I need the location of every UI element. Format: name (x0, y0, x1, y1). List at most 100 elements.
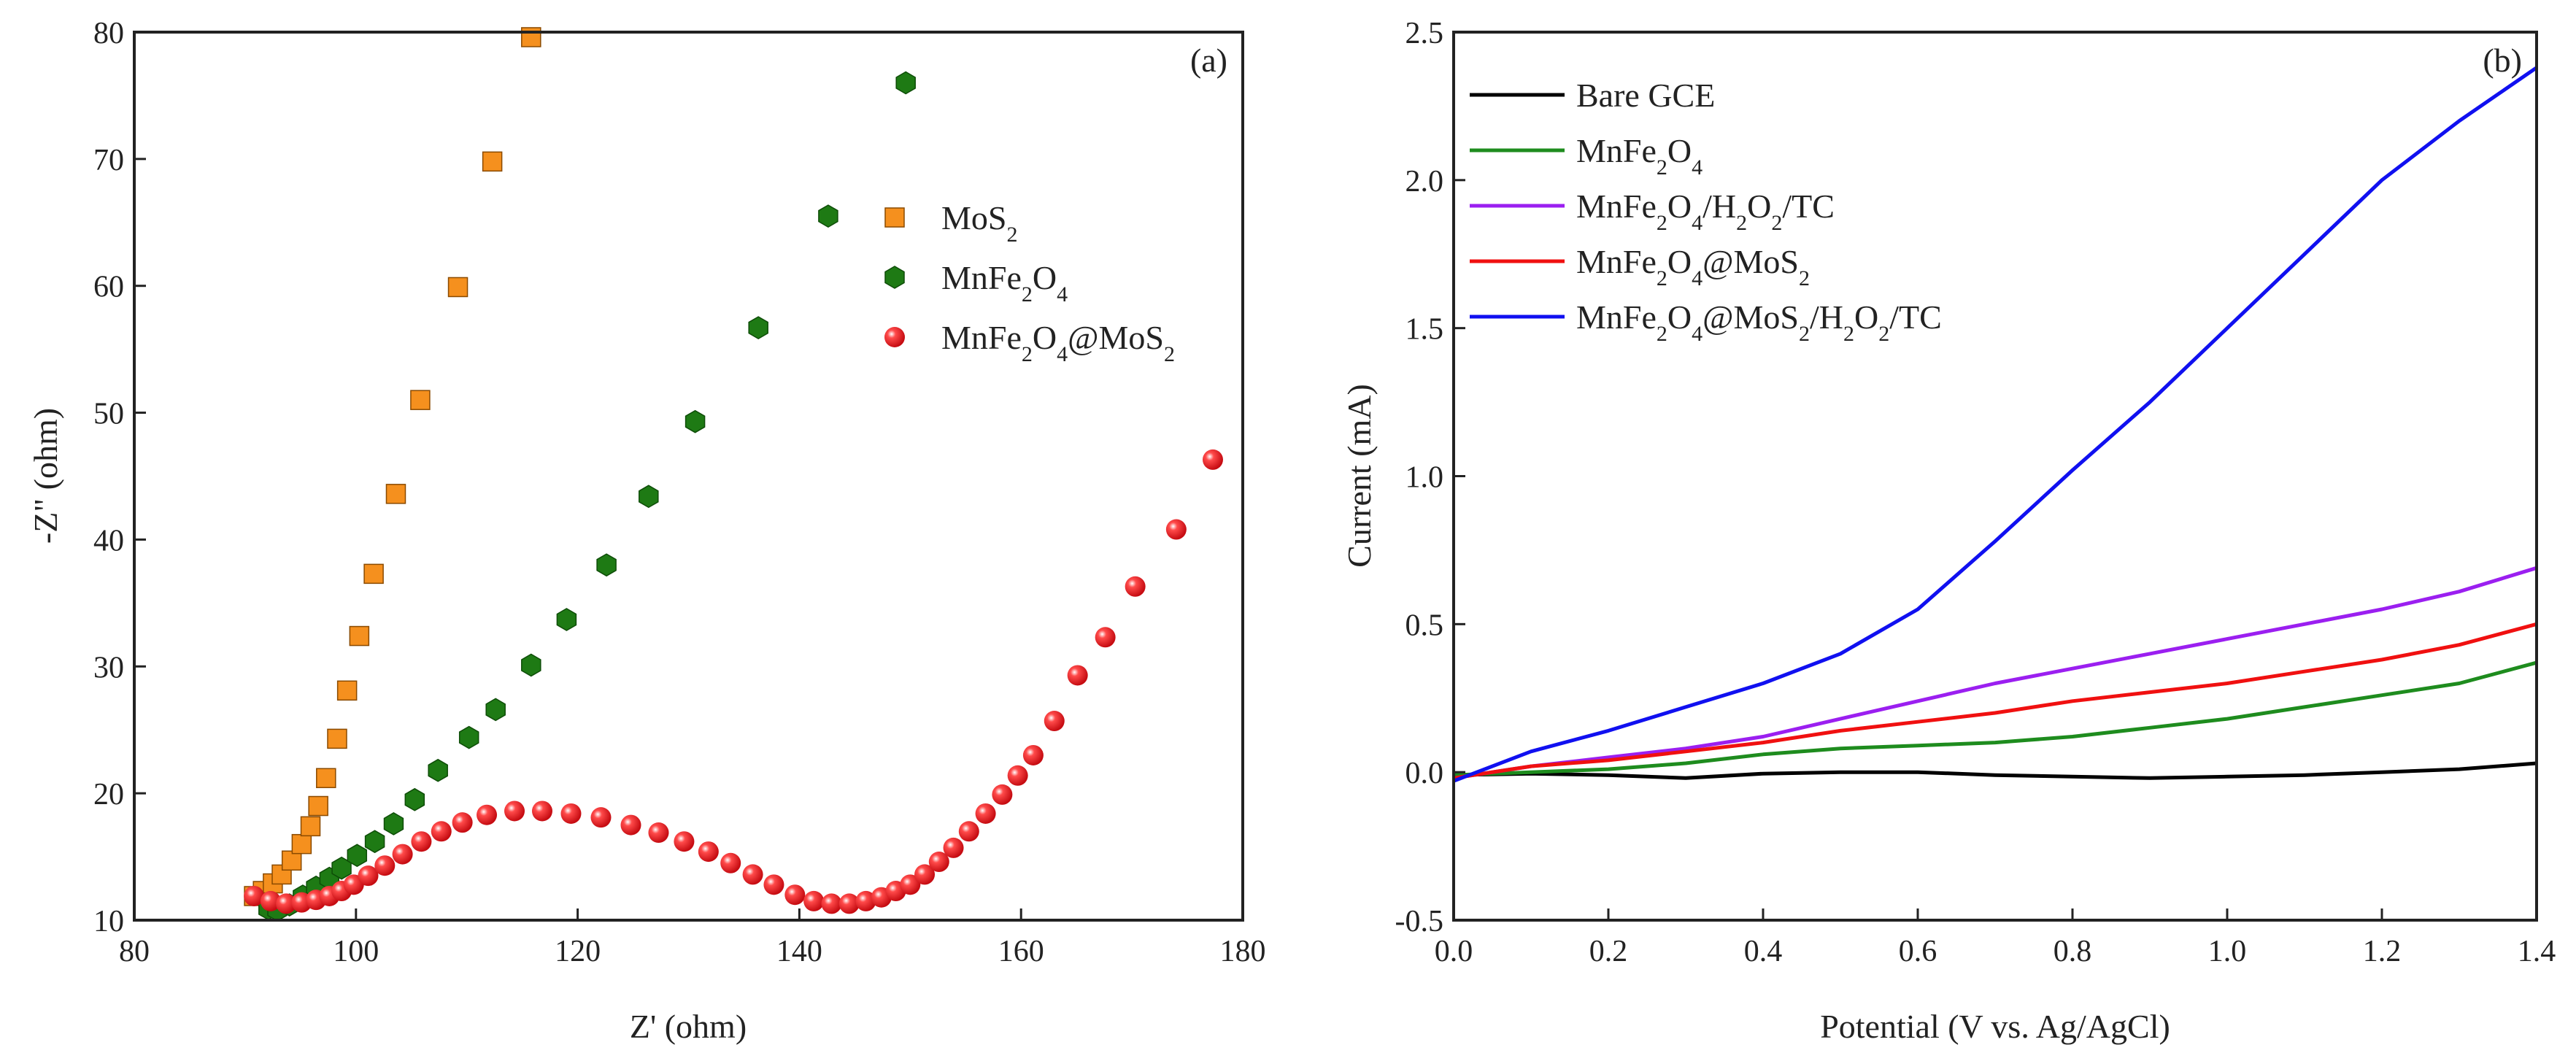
panel-a-point (698, 841, 719, 863)
panel-a-y-tick-label: 70 (93, 144, 124, 177)
panel-a-point (531, 800, 552, 822)
panel-a-x-tick-label: 160 (998, 935, 1044, 968)
panel-a-series (244, 27, 541, 906)
panel-b-x-axis-title: Potential (V vs. Ag/AgCl) (1820, 1008, 2170, 1045)
panel-b-x-tick-label: 1.4 (2518, 935, 2556, 968)
panel-a-point (477, 804, 498, 825)
panel-a-point (363, 563, 384, 584)
panel-a-point (590, 807, 612, 828)
panel-a-point (431, 821, 452, 842)
panel-b-series-line (1453, 566, 2537, 780)
panel-a-point (374, 855, 396, 876)
panel-a-point (404, 787, 425, 811)
panel-a-impedance-chart: 80 100 120 140 160 180 10 20 30 40 50 60 70 80 (a) Z'… (27, 17, 1266, 1045)
panel-b-ticks: 0.0 0.2 0.4 0.6 0.8 1.0 1.2 1.4-0.50.00.51.01.5… (1395, 17, 2556, 968)
panel-a-point (485, 698, 506, 722)
panel-b-legend-label: MnFe2O4@MoS2/H2O2/TC (1576, 298, 1942, 346)
panel-a-legend: MoS2 MnFe2O4 MnFe2O4@MoS2 (884, 199, 1175, 366)
panel-a-point (685, 409, 706, 433)
panel-b-voltammetry-chart: 0.0 0.2 0.4 0.6 0.8 1.0 1.2 1.4-0.50.00.51.01.5… (1341, 17, 2556, 1045)
panel-a-point (803, 890, 825, 911)
panel-a-point (300, 816, 321, 837)
panel-a-point (928, 852, 949, 873)
panel-a-point (411, 831, 432, 852)
panel-a-point (244, 885, 265, 906)
panel-a-point (855, 890, 876, 911)
panel-a-x-tick-label: 80 (119, 935, 150, 968)
panel-a-point (1095, 627, 1116, 648)
panel-b-y-tick-label: 2.5 (1405, 17, 1444, 50)
panel-b-legend-label: MnFe2O4/H2O2/TC (1576, 188, 1835, 235)
panel-a-point (327, 728, 347, 749)
panel-a-legend-marker (884, 327, 905, 347)
panel-b-legend-label: MnFe2O4@MoS2 (1576, 243, 1810, 290)
panel-a-data-marks (244, 27, 1223, 922)
panel-b-legend-label: Bare GCE (1576, 77, 1715, 114)
panel-b-series-line (1453, 761, 2537, 780)
panel-a-point (748, 316, 768, 339)
panel-a-point (504, 800, 525, 822)
panel-b-x-tick-label: 0.8 (2054, 935, 2092, 968)
panel-a-point (308, 795, 328, 817)
panel-a-point (458, 725, 479, 749)
panel-a-point (674, 831, 695, 852)
panel-a-x-axis-title: Z' (ohm) (630, 1008, 747, 1045)
panel-b-y-tick-label: 0.5 (1405, 609, 1444, 642)
panel-b-y-tick-label: 1.0 (1405, 461, 1444, 495)
panel-a-point (1202, 449, 1223, 470)
panel-a-point (943, 837, 964, 858)
panel-b-x-tick-label: 0.6 (1899, 935, 1937, 968)
panel-a-series (244, 449, 1223, 914)
panel-a-y-axis-title: -Z" (ohm) (27, 408, 64, 544)
panel-a-point (895, 71, 916, 95)
panel-a-point (914, 864, 936, 885)
panel-a-point (260, 890, 281, 911)
panel-b-x-tick-label: 0.4 (1744, 935, 1783, 968)
panel-a-point (821, 893, 842, 914)
panel-a-point (639, 485, 659, 509)
panel-b-legend: Bare GCE MnFe2O4 MnFe2O4/H2O2/TC MnFe2O4@Mo… (1470, 77, 1942, 346)
panel-a-point (975, 803, 996, 824)
panel-b-y-tick-label: 2.0 (1405, 165, 1444, 198)
panel-a-point (620, 814, 641, 836)
panel-b-data-marks (1453, 66, 2538, 783)
panel-a-point (385, 484, 406, 504)
panel-a-legend-label: MnFe2O4 (941, 259, 1068, 306)
panel-a-point (1125, 576, 1146, 597)
panel-a-y-tick-label: 30 (93, 651, 124, 684)
panel-a-ticks: 80 100 120 140 160 180 10 20 30 40 50 60 70 80 (93, 17, 1266, 968)
panel-a-point (838, 893, 860, 914)
panel-a-x-tick-label: 140 (776, 935, 822, 968)
panel-b-x-tick-label: 0.0 (1435, 935, 1473, 968)
panel-a-label: (a) (1190, 42, 1227, 79)
panel-a-point (349, 625, 370, 647)
panel-a-point (336, 680, 358, 701)
panel-a-point (383, 812, 404, 836)
panel-a-y-tick-label: 50 (93, 398, 124, 431)
panel-a-point (452, 812, 473, 833)
panel-a-x-tick-label: 100 (333, 935, 379, 968)
panel-a-legend-label: MnFe2O4@MoS2 (941, 319, 1175, 366)
panel-a-point (428, 758, 448, 782)
panel-a-point (521, 653, 541, 677)
panel-a-point (1067, 665, 1088, 686)
panel-a-point (358, 865, 379, 887)
panel-a-point (1022, 744, 1044, 765)
panel-a-point (556, 608, 577, 631)
panel-a-point (364, 830, 385, 854)
panel-a-point (560, 803, 582, 824)
panel-a-point (447, 277, 468, 298)
panel-a-series (258, 71, 916, 922)
panel-a-frame (133, 31, 1244, 922)
panel-a-point (648, 822, 669, 844)
panel-b-x-tick-label: 1.0 (2208, 935, 2247, 968)
panel-a-point (1044, 711, 1065, 732)
panel-b-legend-label: MnFe2O4 (1576, 132, 1702, 180)
panel-a-point (521, 27, 541, 47)
panel-a-legend-marker (884, 266, 905, 289)
panel-a-point (992, 784, 1013, 805)
panel-a-point (410, 390, 431, 410)
panel-a-point (596, 553, 617, 577)
panel-a-point (900, 874, 921, 895)
panel-a-point (276, 893, 297, 914)
